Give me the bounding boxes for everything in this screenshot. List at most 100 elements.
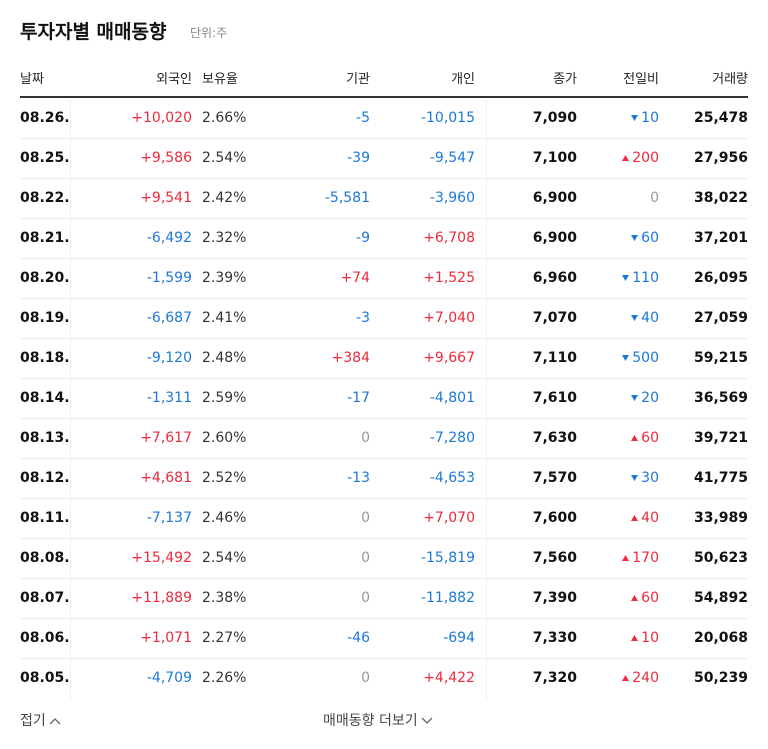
holding-ratio: 2.26%: [202, 670, 247, 686]
arrow-up: [622, 675, 630, 681]
institution-net: 0: [361, 510, 370, 526]
row-divider: [20, 498, 748, 499]
close-price: 6,900: [532, 190, 577, 206]
holding-ratio: 2.48%: [202, 350, 247, 366]
arrow-down: [622, 355, 630, 361]
row-divider: [20, 378, 748, 379]
change-cell: 20: [630, 388, 659, 408]
holding-ratio: 2.60%: [202, 430, 247, 446]
row-divider: [20, 138, 748, 139]
holding-ratio: 2.32%: [202, 230, 247, 246]
change-value: 10: [641, 630, 659, 646]
more-button[interactable]: 매매동향 더보기: [323, 711, 433, 731]
close-price: 7,390: [532, 590, 577, 606]
change-value: 10: [641, 110, 659, 126]
volume: 27,059: [693, 310, 748, 326]
foreign-net: +9,586: [140, 150, 192, 166]
volume: 39,721: [693, 430, 748, 446]
foreign-net: +7,617: [140, 430, 192, 446]
institution-net: +74: [340, 270, 370, 286]
holding-ratio: 2.39%: [202, 270, 247, 286]
individual-net: +1,525: [423, 270, 475, 286]
change-cell: 60: [630, 428, 659, 448]
header-rule: [20, 96, 748, 98]
date: 08.07.: [20, 590, 70, 606]
volume: 37,201: [693, 230, 748, 246]
change-value: 60: [641, 590, 659, 606]
arrow-up: [631, 595, 639, 601]
foreign-net: -6,492: [146, 230, 192, 246]
holding-ratio: 2.54%: [202, 150, 247, 166]
close-price: 7,610: [532, 390, 577, 406]
institution-net: -17: [347, 390, 370, 406]
holding-ratio: 2.41%: [202, 310, 247, 326]
holding-ratio: 2.46%: [202, 510, 247, 526]
close-price: 7,600: [532, 510, 577, 526]
volume: 41,775: [693, 470, 748, 486]
arrow-up: [631, 635, 639, 641]
individual-net: +7,070: [423, 510, 475, 526]
column-divider: [486, 99, 487, 699]
individual-net: -4,653: [429, 470, 475, 486]
change-cell: 60: [630, 588, 659, 608]
row-divider: [20, 338, 748, 339]
collapse-label[interactable]: 접기: [20, 713, 46, 729]
close-price: 6,900: [532, 230, 577, 246]
column-header: 개인: [451, 72, 475, 87]
individual-net: -3,960: [429, 190, 475, 206]
arrow-up: [631, 515, 639, 521]
foreign-net: +1,071: [140, 630, 192, 646]
date: 08.26.: [20, 110, 70, 126]
column-header: 보유율: [202, 72, 238, 87]
individual-net: -11,882: [420, 590, 475, 606]
individual-net: +4,422: [423, 670, 475, 686]
holding-ratio: 2.59%: [202, 390, 247, 406]
volume: 27,956: [693, 150, 748, 166]
foreign-net: +9,541: [140, 190, 192, 206]
change-cell: 40: [630, 308, 659, 328]
change-cell: 60: [630, 228, 659, 248]
arrow-down: [631, 115, 639, 121]
change-value: 60: [641, 230, 659, 246]
chevron-down: [421, 717, 433, 724]
foreign-net: -4,709: [146, 670, 192, 686]
row-divider: [20, 218, 748, 219]
change-value: 0: [650, 190, 659, 206]
institution-net: -5: [356, 110, 370, 126]
volume: 54,892: [693, 590, 748, 606]
individual-net: -10,015: [420, 110, 475, 126]
column-header: 날짜: [20, 72, 44, 87]
institution-net: +384: [331, 350, 370, 366]
date: 08.06.: [20, 630, 70, 646]
date: 08.05.: [20, 670, 70, 686]
arrow-down: [631, 315, 639, 321]
more-label[interactable]: 매매동향 더보기: [323, 713, 418, 729]
column-header: 전일비: [623, 72, 659, 87]
holding-ratio: 2.38%: [202, 590, 247, 606]
institution-net: 0: [361, 670, 370, 686]
foreign-net: -1,599: [146, 270, 192, 286]
close-price: 7,100: [532, 150, 577, 166]
volume: 38,022: [693, 190, 748, 206]
institution-net: 0: [361, 590, 370, 606]
arrow-down: [631, 475, 639, 481]
individual-net: -4,801: [429, 390, 475, 406]
date: 08.18.: [20, 350, 70, 366]
column-divider: [70, 99, 71, 699]
arrow-up: [622, 555, 630, 561]
individual-net: -7,280: [429, 430, 475, 446]
date: 08.19.: [20, 310, 70, 326]
collapse-button[interactable]: 접기: [20, 711, 61, 731]
volume: 59,215: [693, 350, 748, 366]
close-price: 7,320: [532, 670, 577, 686]
foreign-net: +4,681: [140, 470, 192, 486]
volume: 50,239: [693, 670, 748, 686]
volume: 20,068: [693, 630, 748, 646]
date: 08.08.: [20, 550, 70, 566]
chevron-up: [49, 718, 61, 725]
change-cell: 110: [621, 268, 659, 288]
date: 08.21.: [20, 230, 70, 246]
institution-net: -5,581: [324, 190, 370, 206]
change-value: 200: [632, 150, 659, 166]
close-price: 7,070: [532, 310, 577, 326]
